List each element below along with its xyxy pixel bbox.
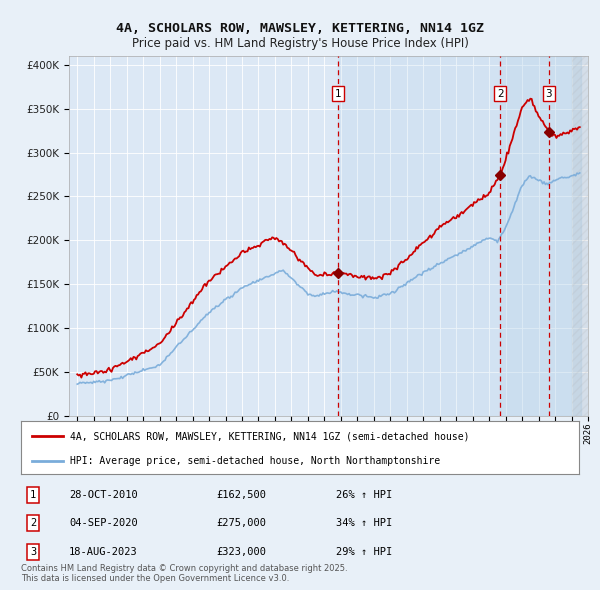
Bar	[572, 56, 590, 416]
Bar	[549, 56, 581, 416]
Text: 2: 2	[30, 519, 36, 528]
Text: £275,000: £275,000	[216, 519, 266, 528]
Text: 29% ↑ HPI: 29% ↑ HPI	[336, 547, 392, 556]
Text: Contains HM Land Registry data © Crown copyright and database right 2025.
This d: Contains HM Land Registry data © Crown c…	[21, 563, 347, 583]
Bar	[338, 56, 581, 416]
Text: 3: 3	[545, 89, 552, 99]
Text: Price paid vs. HM Land Registry's House Price Index (HPI): Price paid vs. HM Land Registry's House …	[131, 37, 469, 50]
Text: 26% ↑ HPI: 26% ↑ HPI	[336, 490, 392, 500]
Text: 1: 1	[335, 89, 341, 99]
Text: 18-AUG-2023: 18-AUG-2023	[69, 547, 138, 556]
Text: HPI: Average price, semi-detached house, North Northamptonshire: HPI: Average price, semi-detached house,…	[70, 456, 440, 466]
Text: 1: 1	[30, 490, 36, 500]
Text: 4A, SCHOLARS ROW, MAWSLEY, KETTERING, NN14 1GZ: 4A, SCHOLARS ROW, MAWSLEY, KETTERING, NN…	[116, 22, 484, 35]
Text: 34% ↑ HPI: 34% ↑ HPI	[336, 519, 392, 528]
Bar	[500, 56, 581, 416]
Text: 3: 3	[30, 547, 36, 556]
Text: £323,000: £323,000	[216, 547, 266, 556]
Text: 04-SEP-2020: 04-SEP-2020	[69, 519, 138, 528]
Text: 28-OCT-2010: 28-OCT-2010	[69, 490, 138, 500]
Text: 2: 2	[497, 89, 503, 99]
Text: £162,500: £162,500	[216, 490, 266, 500]
Text: 4A, SCHOLARS ROW, MAWSLEY, KETTERING, NN14 1GZ (semi-detached house): 4A, SCHOLARS ROW, MAWSLEY, KETTERING, NN…	[70, 431, 470, 441]
